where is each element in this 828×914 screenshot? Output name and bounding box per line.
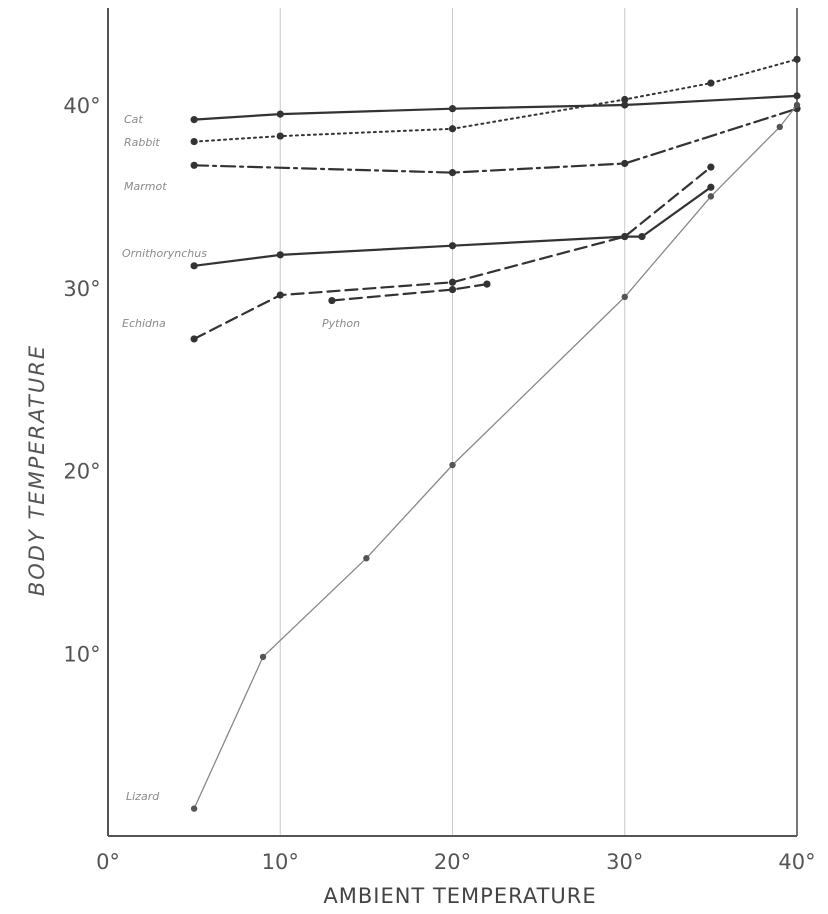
series-2 (190, 105, 801, 177)
x-tick-label-20: 20° (434, 850, 471, 874)
data-point-6-7 (793, 101, 801, 109)
data-point-2-2 (621, 159, 629, 168)
data-point-3-0 (190, 262, 198, 270)
data-point-6-6 (776, 123, 783, 131)
series-4 (190, 163, 715, 343)
data-point-6-0 (190, 805, 198, 812)
data-point-5-2 (483, 280, 491, 288)
data-point-5-1 (448, 285, 457, 294)
data-point-3-5 (707, 183, 715, 191)
series-label-1: Rabbit (124, 136, 160, 149)
data-point-6-4 (621, 293, 628, 301)
y-axis-title: BODY TEMPERATURE (25, 344, 49, 596)
data-point-3-2 (448, 242, 457, 250)
x-tick-label-0: 0° (96, 850, 120, 874)
series-label-6: Lizard (126, 790, 160, 803)
data-point-4-2 (448, 278, 457, 286)
series-1 (190, 55, 801, 146)
series-label-3: Ornithorynchus (122, 247, 207, 260)
series-line-6 (193, 104, 798, 810)
series-5 (328, 280, 491, 305)
data-point-0-3 (621, 101, 629, 109)
data-point-5-0 (328, 296, 336, 305)
x-tick-label-40: 40° (778, 850, 815, 874)
axes (107, 8, 797, 837)
data-point-1-3 (621, 95, 629, 104)
series-line-3 (193, 186, 713, 267)
tick-labels: 0° 10° 20° 30° 40° 10° 20° 30° 40° (63, 94, 815, 874)
data-point-4-3 (621, 232, 629, 241)
data-point-6-2 (363, 555, 370, 562)
data-point-3-1 (276, 251, 284, 259)
data-point-4-0 (190, 335, 198, 343)
y-tick-label-20: 20° (63, 460, 100, 484)
series-line-2 (193, 107, 799, 174)
series-labels: Cat Rabbit Marmot Ornithorynchus Echidna Pyth… (122, 113, 360, 803)
x-axis-title: AMBIENT TEMPERATURE (323, 884, 596, 908)
series-label-2: Marmot (124, 180, 167, 193)
series-line-0 (193, 94, 799, 121)
data-point-4-4 (707, 163, 715, 171)
y-tick-label-40: 40° (63, 94, 100, 118)
data-point-0-4 (793, 92, 801, 100)
grid (279, 8, 798, 836)
y-tick-label-10: 10° (63, 642, 100, 666)
series-label-0: Cat (124, 113, 143, 126)
series-6 (190, 101, 801, 812)
data-point-1-1 (276, 132, 284, 140)
data-point-6-1 (259, 653, 267, 661)
data-point-3-4 (638, 232, 646, 241)
data-point-1-5 (793, 55, 801, 63)
data-point-1-0 (190, 137, 198, 146)
x-tick-label-30: 30° (606, 850, 643, 874)
y-tick-label-30: 30° (63, 277, 100, 301)
series-label-5: Python (322, 317, 360, 330)
series-layer (190, 55, 801, 812)
data-point-0-1 (276, 110, 284, 118)
data-point-1-4 (707, 79, 715, 87)
data-point-0-2 (448, 105, 457, 113)
series-line-1 (193, 58, 798, 143)
data-point-4-1 (276, 291, 284, 299)
data-point-6-3 (449, 461, 456, 469)
series-0 (190, 92, 801, 124)
data-point-2-0 (190, 161, 198, 169)
data-point-2-1 (448, 169, 457, 177)
data-point-0-0 (190, 116, 198, 124)
x-tick-label-10: 10° (262, 850, 299, 874)
data-point-6-5 (707, 193, 715, 200)
data-point-1-2 (448, 125, 457, 133)
series-label-4: Echidna (122, 317, 166, 330)
